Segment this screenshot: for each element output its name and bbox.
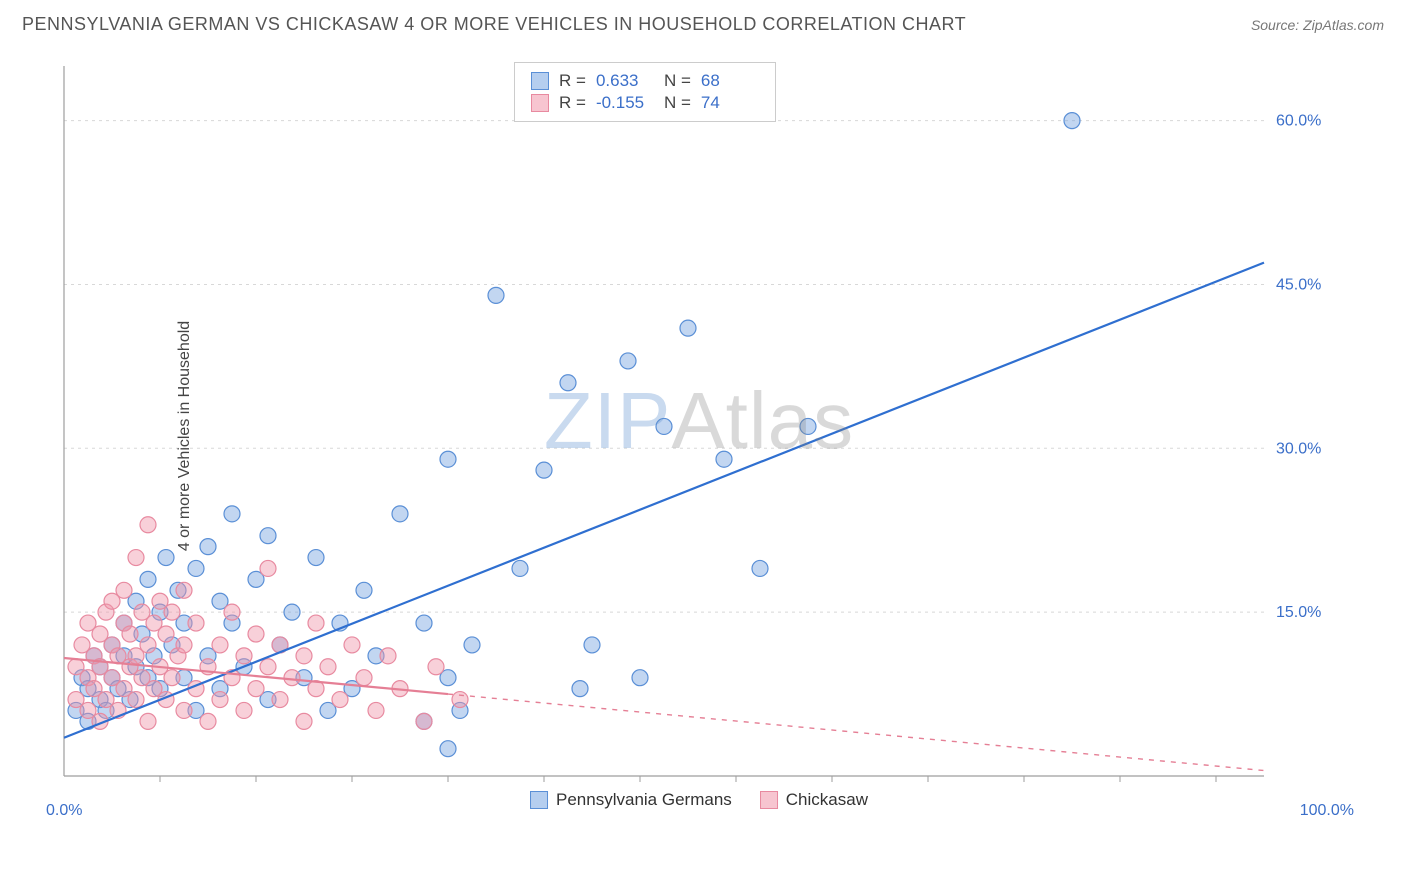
correlation-scatter-chart: 15.0% 30.0% 45.0% 60.0% (54, 56, 1344, 816)
legend-item-series-a: Pennsylvania Germans (530, 790, 732, 810)
r-label: R = (559, 93, 586, 113)
x-tick-max: 100.0% (1300, 802, 1354, 820)
r-label: R = (559, 71, 586, 91)
n-value-series-b: 74 (701, 93, 759, 113)
svg-text:45.0%: 45.0% (1276, 276, 1321, 293)
y-axis-label: 4 or more Vehicles in Household (176, 321, 194, 551)
n-value-series-a: 68 (701, 71, 759, 91)
legend-item-series-b: Chickasaw (760, 790, 868, 810)
svg-text:15.0%: 15.0% (1276, 604, 1321, 621)
swatch-series-a (531, 72, 549, 90)
svg-text:60.0%: 60.0% (1276, 113, 1321, 130)
legend-swatch-a (530, 791, 548, 809)
legend-swatch-b (760, 791, 778, 809)
series-legend: Pennsylvania Germans Chickasaw (530, 790, 868, 810)
chart-area: 4 or more Vehicles in Household 15.0% 30.… (54, 56, 1344, 816)
chart-title: PENNSYLVANIA GERMAN VS CHICKASAW 4 OR MO… (22, 14, 966, 35)
svg-text:30.0%: 30.0% (1276, 440, 1321, 457)
r-value-series-b: -0.155 (596, 93, 654, 113)
r-value-series-a: 0.633 (596, 71, 654, 91)
n-label: N = (664, 71, 691, 91)
correlation-stats-box: R = 0.633 N = 68 R = -0.155 N = 74 (514, 62, 776, 122)
legend-label-b: Chickasaw (786, 790, 868, 810)
source-label: Source: ZipAtlas.com (1251, 17, 1384, 33)
legend-label-a: Pennsylvania Germans (556, 790, 732, 810)
n-label: N = (664, 93, 691, 113)
swatch-series-b (531, 94, 549, 112)
stats-row-series-a: R = 0.633 N = 68 (531, 71, 759, 91)
stats-row-series-b: R = -0.155 N = 74 (531, 93, 759, 113)
x-tick-min: 0.0% (46, 802, 82, 820)
